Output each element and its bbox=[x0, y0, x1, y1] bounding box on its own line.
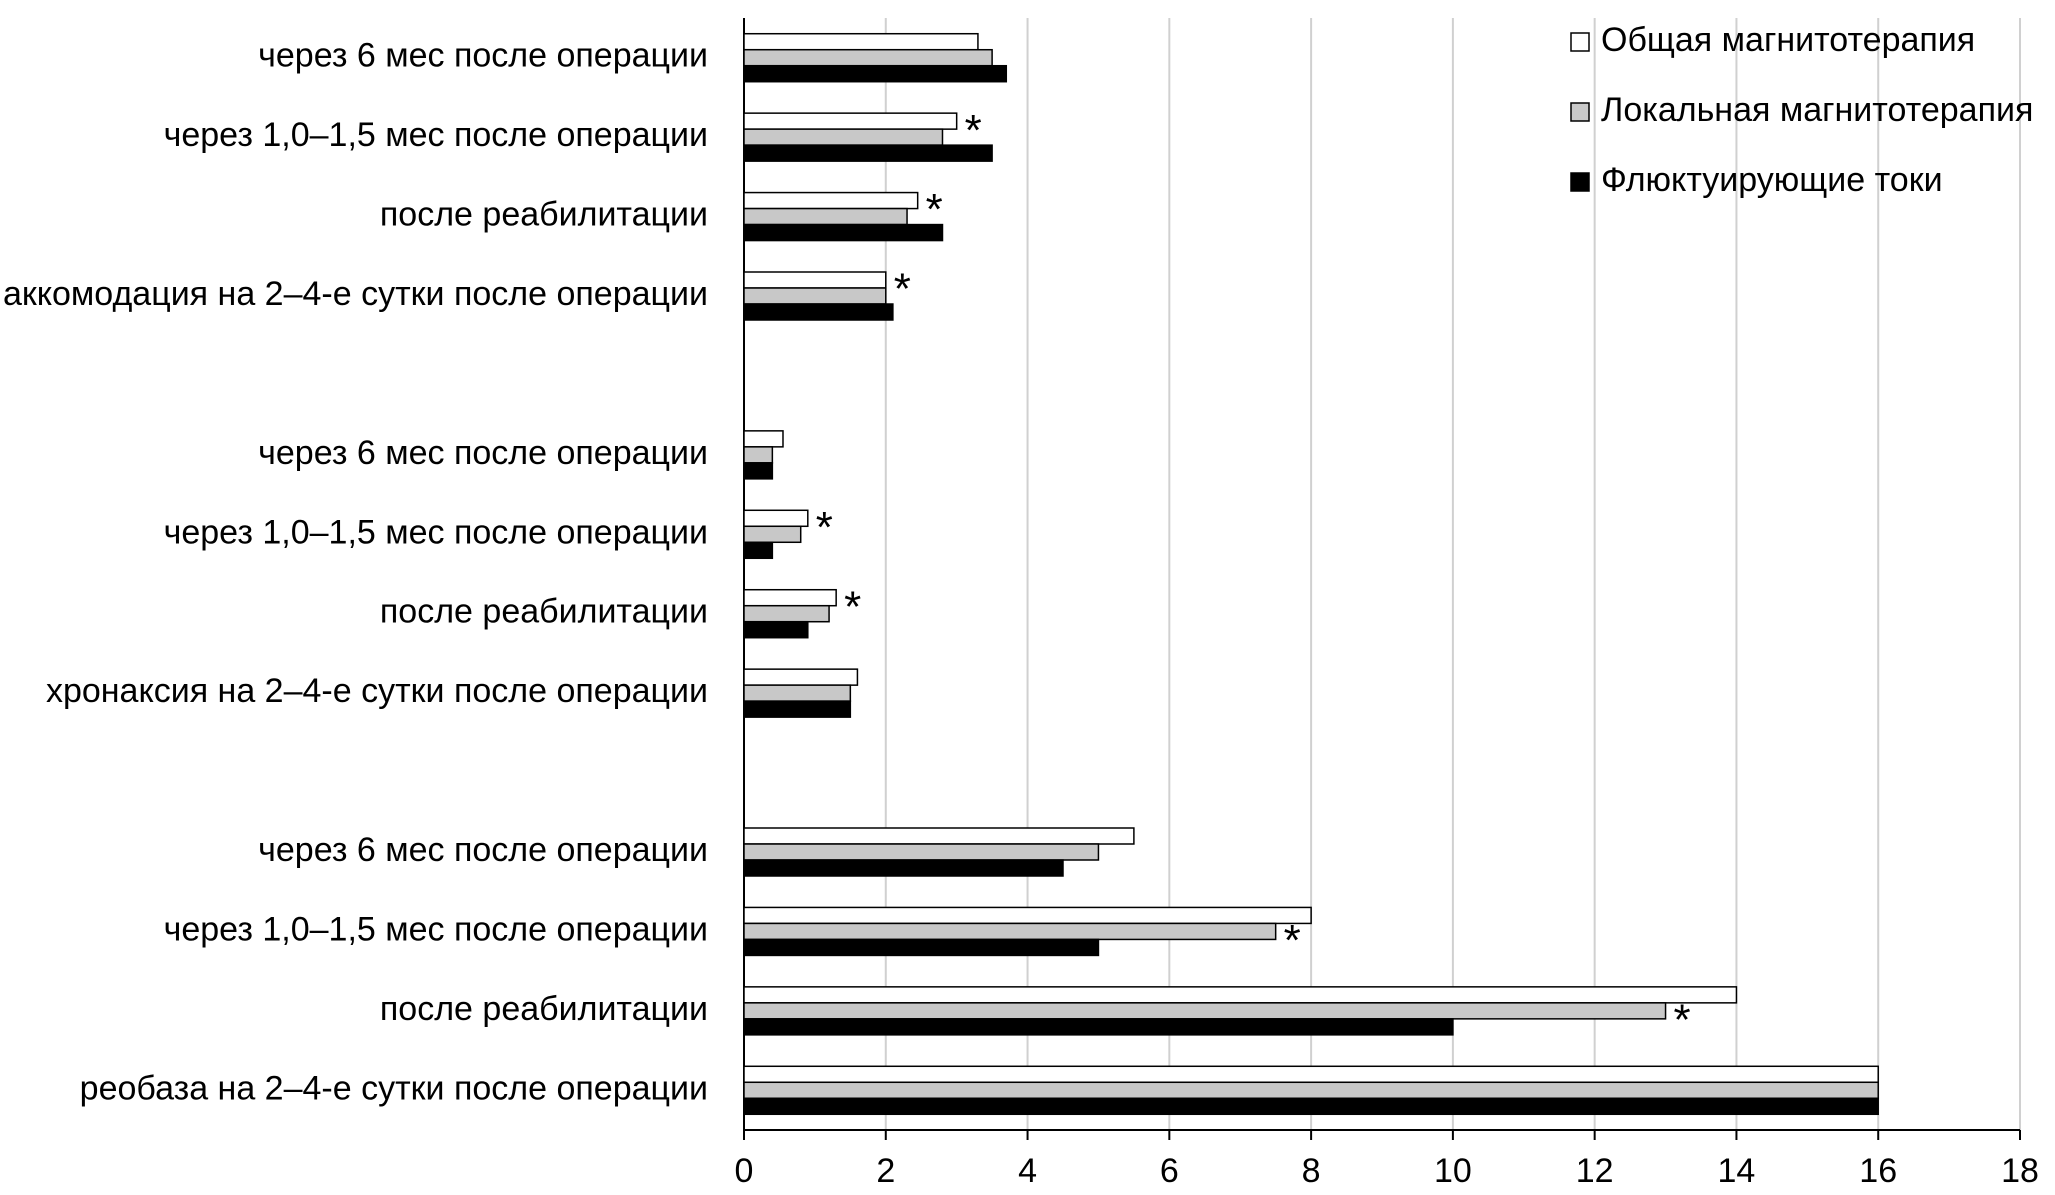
x-tick-label: 10 bbox=[1434, 1152, 1472, 1190]
y-tick-label: после реабилитации bbox=[380, 593, 708, 631]
y-tick-label: аккомодация на 2–4-е сутки после операци… bbox=[3, 275, 708, 313]
bar bbox=[743, 64, 1008, 83]
annotation: * bbox=[816, 503, 833, 552]
legend-swatch bbox=[1570, 172, 1590, 192]
bar bbox=[743, 32, 979, 51]
bar bbox=[743, 700, 852, 718]
bar bbox=[743, 223, 944, 242]
x-tick-label: 14 bbox=[1718, 1152, 1756, 1190]
bar bbox=[743, 827, 1135, 845]
x-tick-label: 8 bbox=[1302, 1152, 1321, 1190]
legend-label: Локальная магнитотерапия bbox=[1601, 91, 2033, 129]
bar bbox=[743, 906, 1312, 925]
annotation: * bbox=[1674, 995, 1691, 1044]
annotation: * bbox=[965, 106, 982, 155]
bar bbox=[743, 1018, 1454, 1036]
bar bbox=[743, 112, 958, 130]
bar bbox=[743, 525, 802, 544]
bar bbox=[743, 843, 1100, 861]
y-tick-label: через 1,0–1,5 мес после операции bbox=[164, 910, 708, 948]
y-tick-label: через 1,0–1,5 мес после операции bbox=[164, 513, 708, 551]
y-tick-label: хронаксия на 2–4-е сутки после операции bbox=[46, 672, 708, 710]
bar bbox=[743, 938, 1100, 957]
annotation: * bbox=[926, 185, 943, 234]
bar bbox=[743, 271, 887, 289]
x-tick-label: 12 bbox=[1576, 1152, 1614, 1190]
bar bbox=[743, 922, 1277, 941]
x-tick-label: 18 bbox=[2001, 1152, 2039, 1190]
y-tick-label: реобаза на 2–4-е сутки после операции bbox=[80, 1069, 708, 1107]
bar bbox=[743, 986, 1738, 1004]
legend-label: Общая магнитотерапия bbox=[1601, 21, 1975, 59]
y-tick-label: через 6 мес после операции bbox=[258, 37, 708, 75]
bar bbox=[743, 430, 784, 448]
y-tick-label: через 6 мес после операции bbox=[258, 434, 708, 472]
bar bbox=[743, 859, 1064, 877]
bar bbox=[743, 541, 774, 560]
x-tick-label: 0 bbox=[735, 1152, 754, 1190]
legend-swatch bbox=[1570, 32, 1590, 52]
bar bbox=[743, 604, 830, 623]
bar bbox=[743, 48, 993, 67]
bar bbox=[743, 668, 859, 686]
bar bbox=[743, 462, 774, 480]
bar bbox=[743, 588, 837, 607]
bar bbox=[743, 207, 908, 226]
bar bbox=[743, 1081, 1879, 1100]
bar bbox=[743, 128, 944, 146]
y-tick-label: после реабилитации bbox=[380, 196, 708, 234]
bar bbox=[743, 144, 993, 162]
bar bbox=[743, 303, 894, 321]
bar bbox=[743, 684, 852, 702]
bar bbox=[743, 1002, 1667, 1020]
y-tick-label: после реабилитации bbox=[380, 990, 708, 1028]
x-tick-label: 16 bbox=[1859, 1152, 1897, 1190]
annotation: * bbox=[1284, 916, 1301, 965]
legend-swatch bbox=[1570, 102, 1590, 122]
x-tick-label: 2 bbox=[876, 1152, 895, 1190]
annotation: * bbox=[844, 582, 861, 631]
bar bbox=[743, 1065, 1879, 1084]
bar bbox=[743, 509, 809, 528]
bar bbox=[743, 620, 809, 639]
y-tick-label: через 6 мес после операции bbox=[258, 831, 708, 869]
x-tick-label: 6 bbox=[1160, 1152, 1179, 1190]
annotation: * bbox=[894, 265, 911, 314]
bar bbox=[743, 287, 887, 305]
x-tick-label: 4 bbox=[1018, 1152, 1037, 1190]
bar bbox=[743, 446, 774, 464]
y-tick-label: через 1,0–1,5 мес после операции bbox=[164, 116, 708, 154]
legend-label: Флюктуирующие токи bbox=[1601, 161, 1943, 199]
bar bbox=[743, 1097, 1879, 1116]
bar bbox=[743, 191, 919, 210]
